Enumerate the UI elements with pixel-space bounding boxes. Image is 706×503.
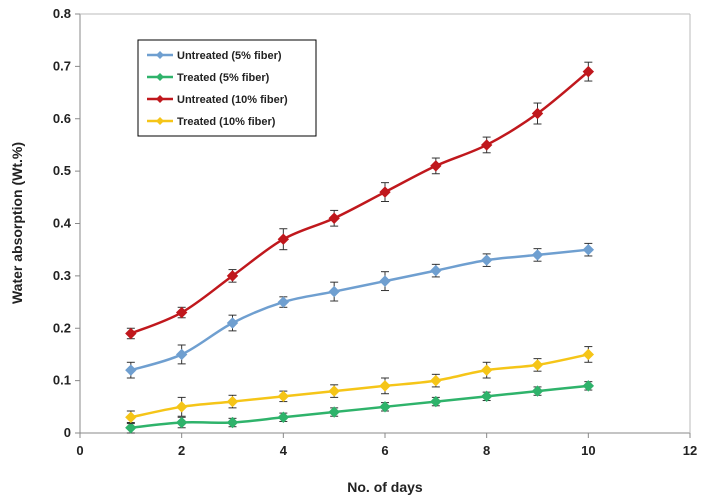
data-point — [582, 243, 595, 256]
y-tick-label: 0.4 — [53, 216, 72, 231]
data-point — [430, 160, 442, 172]
data-point — [277, 296, 290, 308]
data-point — [379, 380, 391, 392]
data-point — [430, 395, 442, 408]
data-point — [379, 275, 391, 287]
legend-item-treated-10-fiber: Treated (10% fiber) — [147, 116, 276, 128]
x-tick-label: 4 — [280, 443, 288, 458]
data-point — [328, 406, 340, 418]
data-point — [582, 348, 595, 361]
data-point — [277, 411, 290, 423]
legend-label: Untreated (10% fiber) — [177, 94, 288, 106]
y-tick-label: 0 — [64, 425, 71, 440]
legend-swatch-marker — [156, 117, 164, 125]
data-point — [328, 212, 340, 224]
legend-swatch-marker — [156, 95, 164, 103]
data-point — [531, 249, 544, 261]
y-axis-title: Water absorption (Wt.%) — [9, 142, 25, 304]
x-tick-label: 0 — [76, 443, 83, 458]
data-point — [125, 327, 137, 340]
data-point — [175, 416, 188, 429]
data-point — [277, 233, 290, 245]
legend-swatch-marker — [156, 51, 164, 59]
data-point — [175, 306, 188, 319]
data-point — [175, 401, 188, 413]
legend: Untreated (5% fiber) Treated (5% fiber) Un… — [137, 39, 317, 137]
data-point — [480, 254, 493, 266]
data-point — [328, 385, 340, 397]
x-tick-label: 8 — [483, 443, 490, 458]
legend-item-treated-5-fiber: Treated (5% fiber) — [147, 72, 270, 84]
data-point — [531, 385, 544, 397]
data-point — [125, 364, 137, 376]
series-line — [130, 70, 590, 335]
data-point — [531, 359, 544, 371]
data-point — [480, 390, 493, 403]
legend-swatch-marker — [156, 73, 164, 81]
data-point — [582, 380, 595, 392]
data-point — [226, 317, 239, 329]
series-line — [130, 248, 589, 372]
data-point — [582, 65, 595, 78]
legend-item-untreated-10-fiber: Untreated (10% fiber) — [147, 94, 288, 106]
data-point — [125, 422, 137, 434]
x-tick-label: 2 — [178, 443, 185, 458]
legend-label: Untreated (5% fiber) — [177, 50, 282, 62]
x-axis-title: No. of days — [347, 479, 423, 495]
data-point — [531, 107, 544, 120]
y-tick-label: 0.5 — [53, 163, 71, 178]
data-point — [226, 416, 239, 429]
series-line — [130, 384, 589, 430]
x-tick-label: 12 — [683, 443, 697, 458]
data-point — [226, 270, 239, 282]
data-point — [328, 285, 340, 298]
data-point — [226, 395, 239, 408]
y-tick-label: 0.7 — [53, 58, 71, 73]
data-point — [379, 186, 391, 198]
series-untreated-10-fiber — [125, 61, 595, 340]
series-treated-10-fiber — [125, 346, 595, 425]
legend-label: Treated (5% fiber) — [177, 72, 270, 84]
data-point — [430, 374, 442, 387]
series-untreated-5-fiber — [125, 242, 595, 379]
legend-item-untreated-5-fiber: Untreated (5% fiber) — [147, 50, 282, 62]
series-layer — [125, 61, 595, 434]
y-tick-label: 0.3 — [53, 268, 71, 283]
legend-label: Treated (10% fiber) — [177, 116, 276, 128]
x-tick-label: 10 — [581, 443, 595, 458]
data-point — [277, 390, 290, 403]
data-point — [430, 264, 442, 277]
y-tick-label: 0.6 — [53, 111, 71, 126]
data-point — [379, 401, 391, 413]
x-tick-label: 6 — [381, 443, 388, 458]
y-tick-label: 0.1 — [53, 373, 71, 388]
data-point — [125, 411, 137, 423]
y-tick-label: 0.8 — [53, 6, 71, 21]
data-point — [480, 139, 493, 151]
y-tick-label: 0.2 — [53, 320, 71, 335]
series-treated-5-fiber — [125, 380, 595, 434]
axes: 0 0.1 0.2 0.3 0.4 0.5 0.6 0.7 0.8 0 2 4 6 8 10 12 — [53, 6, 697, 458]
series-line — [130, 353, 589, 419]
data-point — [480, 364, 493, 376]
data-point — [175, 348, 188, 361]
